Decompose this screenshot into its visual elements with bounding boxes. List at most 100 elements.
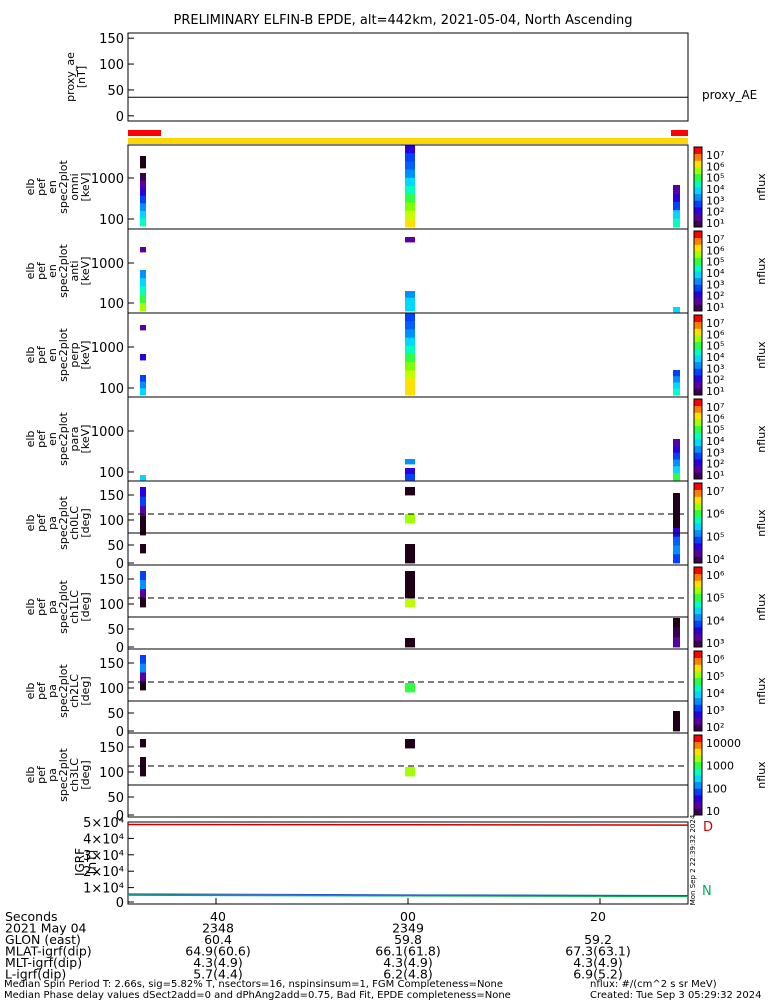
panel-pa-ch2LC-colorbar-segment <box>694 671 702 679</box>
proxy-ae-ylabel: proxy_ae <box>64 52 77 102</box>
panel-pa-ch0LC-cell <box>405 514 415 524</box>
panel-pa-ch0LC-colorbar-segment <box>694 503 702 511</box>
panel-en-para-ylabel: elb <box>24 431 37 448</box>
panel-pa-ch3LC-colorbar-segment <box>694 768 702 776</box>
time-axis-value: 2348 <box>202 921 234 936</box>
panel-en-para-colorbar-frame <box>693 398 703 480</box>
panel-en-para-colorbar-tick: 10⁵ <box>706 424 724 437</box>
footer-line2-left: Median Phase delay values dSect2add=0 an… <box>4 990 511 1000</box>
panel-pa-ch3LC-colorbar-tick: 100 <box>706 782 727 795</box>
panel-en-omni-colorbar-tick: 10⁷ <box>706 149 724 162</box>
figure-title: PRELIMINARY ELFIN-B EPDE, alt=442km, 202… <box>174 13 633 28</box>
panel-en-para-colorbar-segment <box>694 432 702 440</box>
time-axis-row-label: Seconds <box>5 909 58 924</box>
igrf-series-blue <box>127 893 689 896</box>
panel-en-anti-colorbar-segment <box>694 251 702 259</box>
panel-pa-ch1LC-colorbar-segment <box>694 633 702 641</box>
panel-pa-ch2LC-colorbar-tick: 10³ <box>706 704 724 717</box>
panel-pa-ch2LC-tick-label: 150 <box>99 657 124 672</box>
panel-en-omni-colorbar-segment <box>694 173 702 181</box>
panel-en-para-cell <box>673 466 680 474</box>
panel-en-perp-colorbar-tick: 10⁴ <box>706 351 725 364</box>
panel-en-para-colorbar-tick: 10⁷ <box>706 401 724 414</box>
panel-pa-ch0LC-colorbar-segment <box>694 549 702 557</box>
panel-pa-ch0LC-colorbar-segment <box>694 509 702 517</box>
panel-pa-ch2LC-colorbar-segment <box>694 691 702 699</box>
time-axis-row-label: MLAT-igrf(dip) <box>5 944 92 959</box>
panel-en-para-colorbar-label: nflux <box>755 425 768 453</box>
panel-en-omni-cell <box>140 180 146 189</box>
panel-en-omni-ylabel: elb <box>24 179 37 196</box>
panel-pa-ch3LC-ylabel: [deg] <box>79 760 92 789</box>
panel-en-perp-cell <box>673 382 680 390</box>
panel-pa-ch2LC-ylabel: pa <box>46 684 59 698</box>
panel-pa-ch0LC-cell <box>140 515 146 526</box>
panel-en-perp-colorbar-segment <box>694 341 702 349</box>
panel-en-para-colorbar-tick: 10² <box>706 458 724 471</box>
time-axis-layer: Seconds 40 00 20 2021 May 04 2348 2349 GLON (ea… <box>5 898 631 982</box>
panel-en-anti-cell <box>140 247 146 253</box>
time-axis-value: 64.9(60.6) <box>185 944 250 959</box>
panel-pa-ch3LC-colorbar-segment <box>694 735 702 743</box>
panel-en-perp-colorbar-label: nflux <box>755 341 768 369</box>
panel-pa-ch2LC-ylabel: elb <box>24 683 37 700</box>
panel-pa-ch0LC-ylabel: pef <box>35 513 48 532</box>
panel-pa-ch0LC-ylabel: elb <box>24 515 37 532</box>
panel-pa-ch2LC-cell <box>140 663 146 673</box>
panel-pa-ch1LC-ylabel: pa <box>46 600 59 614</box>
panel-pa-ch2LC-ylabel: spec2plot <box>57 664 70 718</box>
panel-en-para-colorbar-segment <box>694 419 702 427</box>
panel-en-anti-colorbar-tick: 10² <box>706 290 724 303</box>
panel-en-anti-colorbar-segment <box>694 284 702 292</box>
panel-pa-ch1LC-ylabel: ch1LC <box>68 590 81 624</box>
panel-en-para-colorbar-segment <box>694 412 702 420</box>
panel-en-perp-cell <box>140 381 146 389</box>
panel-en-anti-colorbar-tick: 10³ <box>706 278 724 291</box>
panel-pa-ch2LC-ylabel: [deg] <box>79 676 92 705</box>
panel-en-perp-cell <box>673 370 680 377</box>
time-axis-value: 67.3(63.1) <box>565 944 630 959</box>
panel-en-anti-colorbar-tick: 10⁷ <box>706 233 724 246</box>
panel-pa-ch2LC-tick-label: 100 <box>99 682 124 697</box>
panel-en-perp-colorbar-segment <box>694 355 702 363</box>
panel-en-omni-colorbar-segment <box>694 207 702 215</box>
panel-pa-ch1LC-cell <box>140 598 146 608</box>
igrf-label-n: N <box>702 884 712 899</box>
igrf-series-d <box>127 823 689 826</box>
panel-en-perp-colorbar-segment <box>694 368 702 376</box>
panel-en-omni-colorbar-segment <box>694 153 702 161</box>
time-axis-value: 6.9(5.2) <box>573 967 623 982</box>
panel-en-perp-colorbar-segment <box>694 375 702 383</box>
panel-en-omni-colorbar-segment <box>694 160 702 168</box>
panel-pa-ch3LC-ylabel: spec2plot <box>57 748 70 802</box>
panel-en-anti-colorbar-segment <box>694 304 702 312</box>
panel-pa-ch3LC-frame <box>127 732 689 818</box>
panel-en-omni-cell <box>140 188 146 197</box>
panel-pa-ch0LC-colorbar-segment <box>694 523 702 531</box>
proxy-ae-tick-label: 150 <box>99 32 124 47</box>
panel-pa-ch1LC-cell <box>140 580 146 590</box>
panel-pa-ch0LC-tick-label: 150 <box>99 489 124 504</box>
panel-en-perp-colorbar-segment <box>694 321 702 329</box>
panel-pa-ch1LC-cell <box>405 599 415 608</box>
igrf-tick-label: 2×10⁴ <box>83 865 124 880</box>
time-axis-value: 59.8 <box>394 932 422 947</box>
panel-en-perp-cell <box>405 362 415 371</box>
panel-pa-ch1LC-tick-label: 100 <box>99 598 124 613</box>
panel-pa-ch3LC-cell <box>140 766 146 777</box>
panel-pa-ch3LC-colorbar-frame <box>693 734 703 816</box>
panel-pa-ch0LC-cell <box>673 510 680 520</box>
panel-en-para-colorbar-segment <box>694 459 702 467</box>
panel-en-anti-colorbar-tick: 10¹ <box>706 301 724 314</box>
panel-en-omni-cell <box>673 201 680 211</box>
igrf-tick-label: 1×10⁴ <box>83 882 124 897</box>
igrf-tick-label: 3×10⁴ <box>83 849 124 864</box>
panel-en-perp-colorbar-tick: 10³ <box>706 362 724 375</box>
panel-en-omni-colorbar-tick: 10³ <box>706 194 724 207</box>
panel-pa-ch0LC-colorbar-tick: 10⁵ <box>706 530 724 543</box>
panel-pa-ch3LC-colorbar-segment <box>694 795 702 803</box>
panel-en-omni-tick-label: 1000 <box>91 172 124 187</box>
panel-en-omni-cell <box>405 177 415 187</box>
panel-pa-ch3LC-tick-label: 150 <box>99 741 124 756</box>
panel-en-anti-cell <box>140 286 146 295</box>
